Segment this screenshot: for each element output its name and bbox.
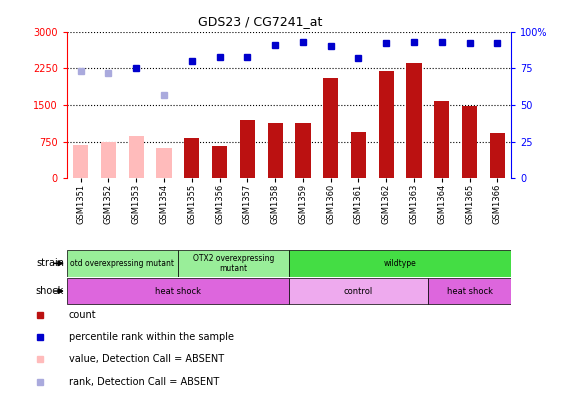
Bar (295, 123, 311, 178)
Bar (462, 106, 477, 178)
Text: control: control (344, 287, 373, 295)
Bar (212, 147, 227, 178)
Bar (240, 120, 255, 178)
Text: shock: shock (35, 286, 64, 296)
Bar (379, 71, 394, 178)
Text: count: count (69, 310, 96, 320)
Text: heat shock: heat shock (447, 287, 493, 295)
Bar (156, 148, 171, 178)
Bar (67, 278, 289, 305)
Bar (178, 250, 289, 277)
Bar (434, 101, 450, 178)
Bar (289, 250, 511, 277)
Bar (73, 145, 88, 178)
Text: otd overexpressing mutant: otd overexpressing mutant (70, 259, 174, 268)
Text: value, Detection Call = ABSENT: value, Detection Call = ABSENT (69, 354, 224, 364)
Bar (289, 278, 428, 305)
Bar (428, 278, 511, 305)
Bar (267, 123, 283, 178)
Bar (67, 250, 178, 277)
Text: GDS23 / CG7241_at: GDS23 / CG7241_at (198, 15, 322, 28)
Bar (128, 136, 144, 178)
Text: strain: strain (36, 258, 64, 268)
Text: percentile rank within the sample: percentile rank within the sample (69, 332, 234, 342)
Text: OTX2 overexpressing
mutant: OTX2 overexpressing mutant (193, 254, 274, 273)
Bar (351, 132, 366, 178)
Text: heat shock: heat shock (155, 287, 201, 295)
Bar (323, 78, 338, 178)
Bar (101, 142, 116, 178)
Text: wildtype: wildtype (384, 259, 417, 268)
Text: rank, Detection Call = ABSENT: rank, Detection Call = ABSENT (69, 377, 219, 386)
Bar (407, 63, 422, 178)
Bar (490, 133, 505, 178)
Bar (184, 138, 199, 178)
